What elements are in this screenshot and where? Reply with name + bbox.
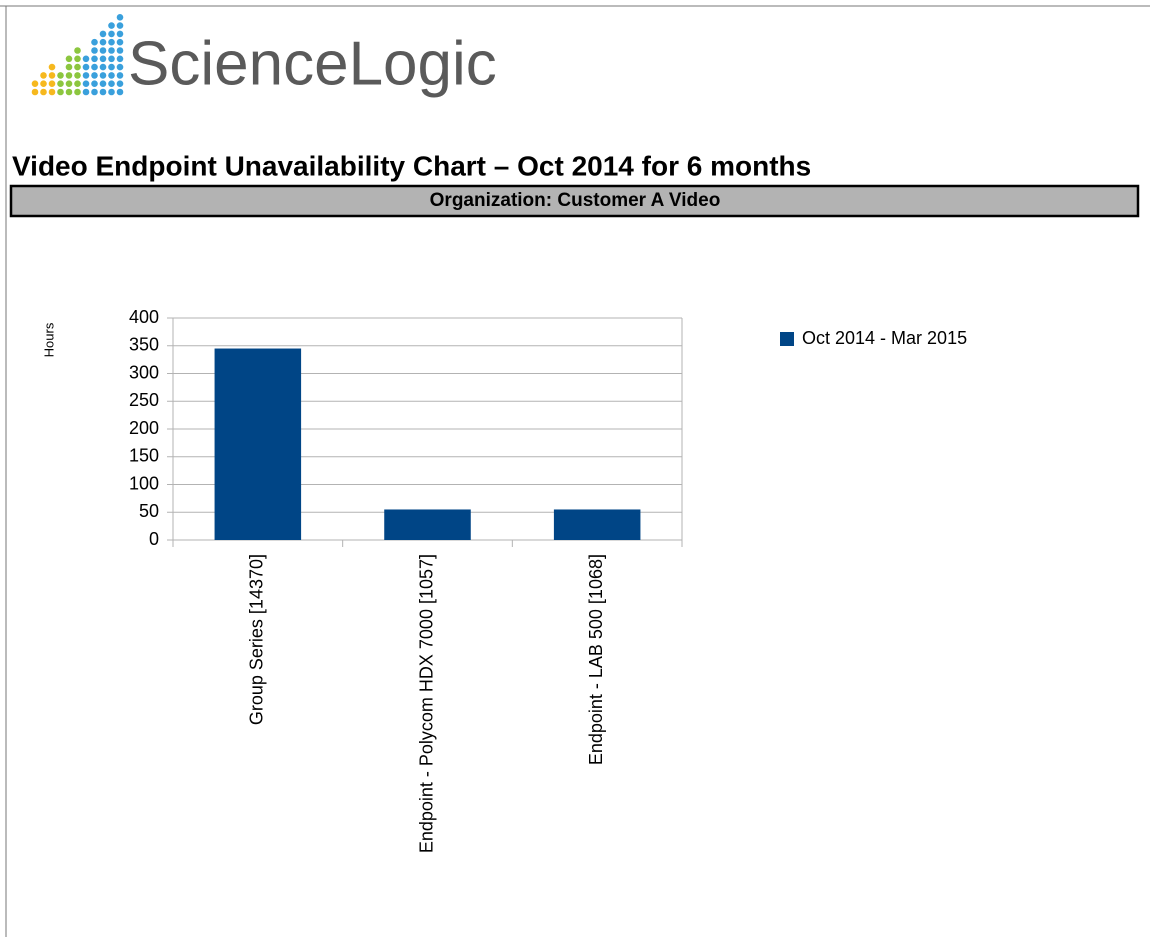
logo-dot — [116, 22, 124, 29]
logo-dot — [116, 88, 124, 96]
logo-dot — [116, 30, 124, 38]
y-tick-label: 350 — [129, 335, 159, 355]
logo-dot — [48, 88, 56, 96]
chart: 0 50 100 150 200 250 300 350 400 Hours Group Serie… — [41, 307, 967, 853]
logo-dot — [82, 80, 90, 87]
logo-dot — [82, 55, 90, 63]
bar — [214, 348, 302, 540]
logo-dot — [74, 72, 81, 79]
logo-dot — [99, 72, 107, 79]
logo-dot — [91, 80, 98, 87]
logo-dot — [108, 47, 115, 54]
logo-dot — [82, 88, 90, 96]
logo-dot — [74, 63, 81, 71]
logo-dot — [74, 88, 81, 96]
logo-dot — [91, 38, 98, 46]
logo-dot — [57, 88, 64, 96]
logo-dot — [108, 55, 115, 63]
logo-dot — [74, 47, 81, 54]
heading: Video Endpoint Unavailability Chart – Oc… — [12, 150, 811, 181]
logo-dot — [108, 72, 115, 79]
logo-dot — [31, 80, 39, 87]
logo-dot — [116, 72, 124, 79]
y-tick-label: 100 — [129, 473, 159, 493]
logo-dot — [116, 63, 124, 71]
logo-dot — [116, 38, 124, 46]
logo-dot — [91, 55, 98, 63]
logo-dot — [108, 22, 115, 29]
logo-dot — [74, 80, 81, 87]
logo-dot — [40, 72, 47, 79]
organization: Organization: Customer A Video — [430, 190, 721, 211]
logo-dot — [91, 72, 98, 79]
logo-dot — [65, 55, 73, 63]
logo-dot — [116, 80, 124, 87]
logo-dot — [65, 63, 73, 71]
logo-dot — [99, 63, 107, 71]
legend-swatch — [780, 332, 794, 346]
logo-dot — [48, 63, 56, 71]
logo-mark — [31, 13, 124, 96]
bar — [384, 509, 471, 540]
y-tick-label: 0 — [149, 529, 159, 549]
logo-dot — [65, 88, 73, 96]
logo-dot — [108, 38, 115, 46]
logo-dot — [108, 88, 115, 96]
logo-dot — [116, 47, 124, 54]
logo-dot — [82, 63, 90, 71]
logo-dot — [99, 55, 107, 63]
logo-dot — [116, 13, 124, 21]
logo-dot — [48, 80, 56, 87]
logo-dot — [108, 80, 115, 87]
logo-dot — [99, 80, 107, 87]
logo-dot — [57, 80, 64, 87]
logo-dot — [31, 88, 39, 96]
legend-label: Oct 2014 - Mar 2015 — [802, 328, 967, 348]
y-axis-label: Hours — [41, 322, 56, 357]
logo-dot — [48, 72, 56, 79]
logo-dot — [74, 55, 81, 63]
logo-dot — [99, 47, 107, 54]
y-tick-label: 300 — [129, 362, 159, 382]
logo-dot — [99, 30, 107, 38]
organization-box — [9, 184, 1140, 218]
logo-dot — [65, 80, 73, 87]
y-tick-label: 200 — [129, 418, 159, 438]
x-tick-label: Endpoint - Polycom HDX 7000 [1057] — [416, 554, 436, 853]
logo-dot — [108, 63, 115, 71]
logo-dot — [82, 72, 90, 79]
logo-dot — [40, 88, 47, 96]
logo-dot — [91, 47, 98, 54]
logo-dot — [91, 88, 98, 96]
logo-dot — [108, 30, 115, 38]
y-tick-label: 50 — [139, 501, 159, 521]
logo-dot — [91, 63, 98, 71]
logo-dot — [99, 88, 107, 96]
bar — [553, 509, 641, 540]
x-tick-label: Endpoint - LAB 500 [1068] — [586, 554, 606, 765]
logo-dot — [40, 80, 47, 87]
logo-dot — [57, 72, 64, 79]
y-tick-label: 250 — [129, 390, 159, 410]
logo-dot — [99, 38, 107, 46]
logo-text: ScienceLogic — [128, 29, 497, 98]
y-tick-label: 150 — [129, 446, 159, 466]
x-tick-label: Group Series [14370] — [247, 554, 267, 725]
y-tick-label: 400 — [129, 307, 159, 327]
logo-dot — [65, 72, 73, 79]
logo-dot — [116, 55, 124, 63]
